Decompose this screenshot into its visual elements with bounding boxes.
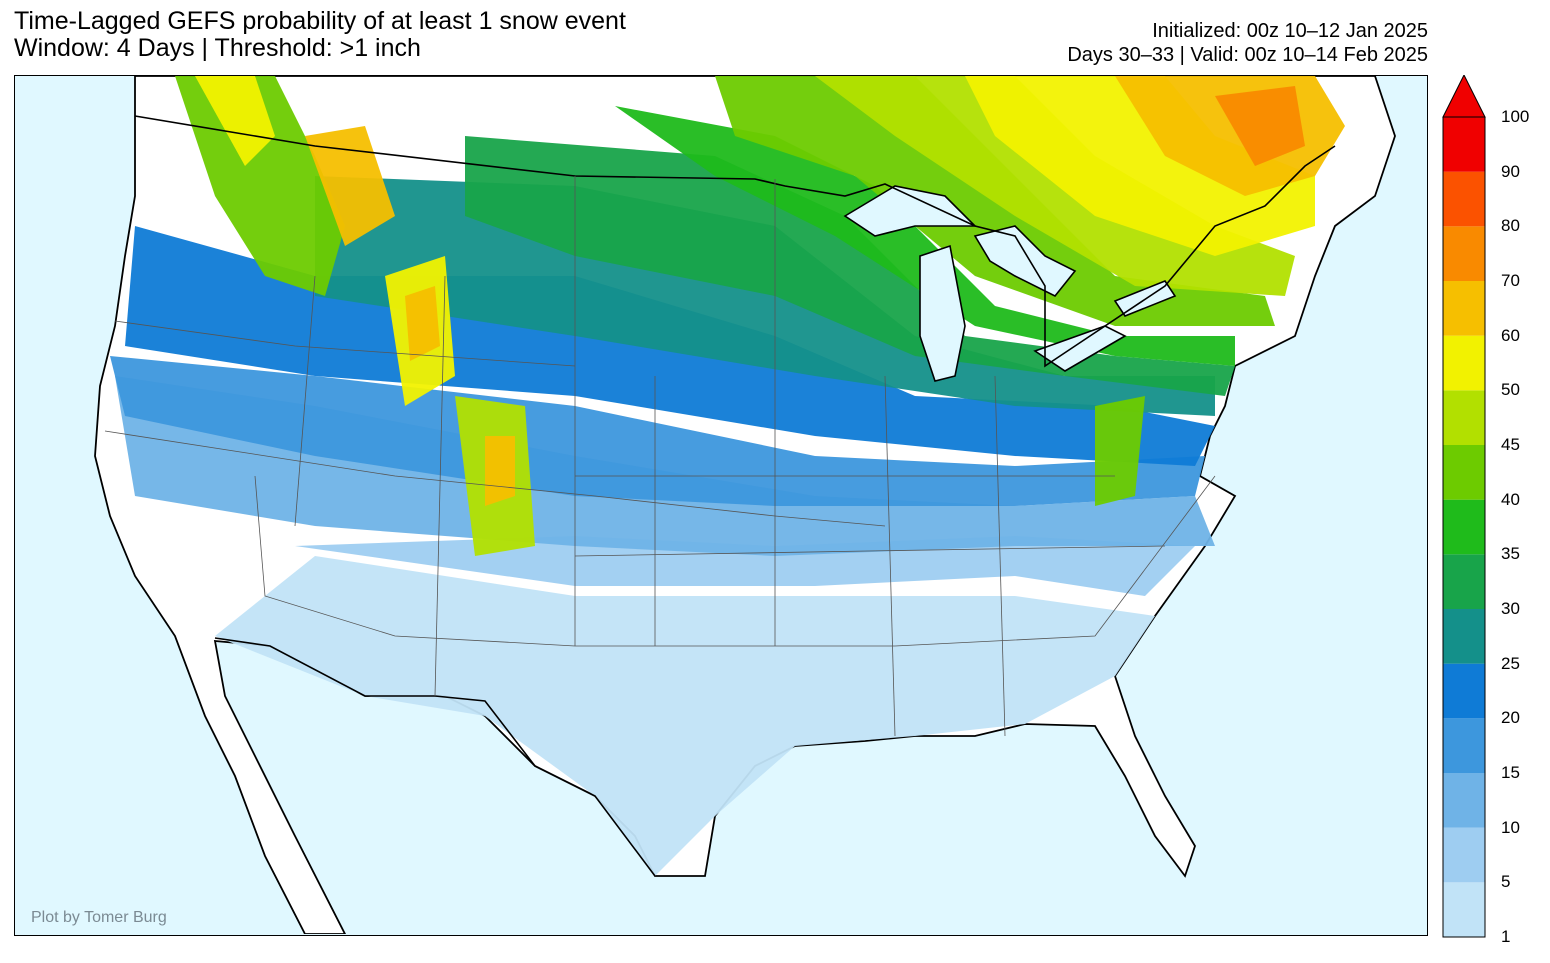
colorbar-tick-label: 80 <box>1501 216 1520 236</box>
map-title: Time-Lagged GEFS probability of at least… <box>14 8 626 62</box>
probability-shading <box>110 76 1345 876</box>
colorbar-tick-label: 90 <box>1501 161 1520 181</box>
us-canada-border <box>134 115 1336 368</box>
colorbar-tick-label: 70 <box>1501 271 1520 290</box>
probability-contour <box>110 356 1205 506</box>
probability-contour <box>405 286 440 361</box>
probability-map <box>94 76 1396 934</box>
colorbar-swatch <box>1443 445 1485 500</box>
colorbar-swatch <box>1443 882 1485 937</box>
colorbar-swatch <box>1443 554 1485 609</box>
run-info: Initialized: 00z 10–12 Jan 2025 Days 30–… <box>1067 19 1428 67</box>
colorbar-swatches <box>1442 73 1486 938</box>
colorbar-tick-label: 50 <box>1501 380 1520 400</box>
init-time: Initialized: 00z 10–12 Jan 2025 <box>1152 20 1428 42</box>
colorbar-tick-label: 1 <box>1501 927 1511 946</box>
colorbar-tick-label: 5 <box>1501 872 1511 892</box>
probability-contour <box>175 76 345 296</box>
colorbar-swatch <box>1443 499 1485 555</box>
title-line-2: Window: 4 Days | Threshold: >1 inch <box>14 34 421 62</box>
us-mexico-border <box>214 637 656 877</box>
map-panel: Plot by Tomer Burg <box>14 75 1428 936</box>
state-borders <box>104 176 1216 737</box>
colorbar-swatch <box>1443 718 1485 773</box>
colorbar-swatch <box>1443 226 1485 281</box>
title-line-1: Time-Lagged GEFS probability of at least… <box>14 7 626 35</box>
probability-contour <box>485 436 515 506</box>
colorbar-tick-label: 45 <box>1501 435 1520 454</box>
colorbar-swatch <box>1443 609 1485 664</box>
valid-time: Days 30–33 | Valid: 00z 10–14 Feb 2025 <box>1067 44 1428 66</box>
colorbar-tick-label: 10 <box>1501 817 1520 837</box>
probability-contour <box>215 556 1155 876</box>
colorbar-swatch <box>1443 827 1485 883</box>
colorbar-tick-label: 30 <box>1501 599 1520 618</box>
colorbar: 1 5 10 15 20 25 30 35 40 45 50 60 70 80 90 100 <box>1441 73 1550 955</box>
colorbar-extension-arrow <box>1442 73 1486 118</box>
colorbar-swatch <box>1443 335 1485 391</box>
colorbar-tick-label: 15 <box>1501 763 1520 782</box>
colorbar-swatch <box>1443 171 1485 227</box>
probability-contour <box>965 76 1315 256</box>
probability-contour <box>1215 86 1305 166</box>
colorbar-swatch <box>1443 281 1485 336</box>
colorbar-tick-label: 100 <box>1501 107 1530 126</box>
colorbar-tick-label: 20 <box>1501 708 1520 728</box>
probability-contour <box>1095 396 1145 506</box>
probability-contour <box>465 136 1235 396</box>
colorbar-swatch <box>1443 663 1485 719</box>
probability-contour <box>195 76 275 166</box>
probability-contour <box>295 536 1195 596</box>
colorbar-swatch <box>1443 773 1485 828</box>
great-lakes <box>843 185 1177 382</box>
colorbar-swatch <box>1443 117 1485 172</box>
colorbar-tick-label: 25 <box>1501 653 1520 673</box>
probability-contour <box>305 126 395 246</box>
colorbar-swatch <box>1443 390 1485 445</box>
colorbar-tick-label: 35 <box>1501 544 1520 564</box>
plot-credit: Plot by Tomer Burg <box>31 909 167 926</box>
colorbar-tick-label: 60 <box>1501 325 1520 345</box>
colorbar-tick-label: 40 <box>1501 489 1520 509</box>
probability-contour <box>615 106 1235 366</box>
